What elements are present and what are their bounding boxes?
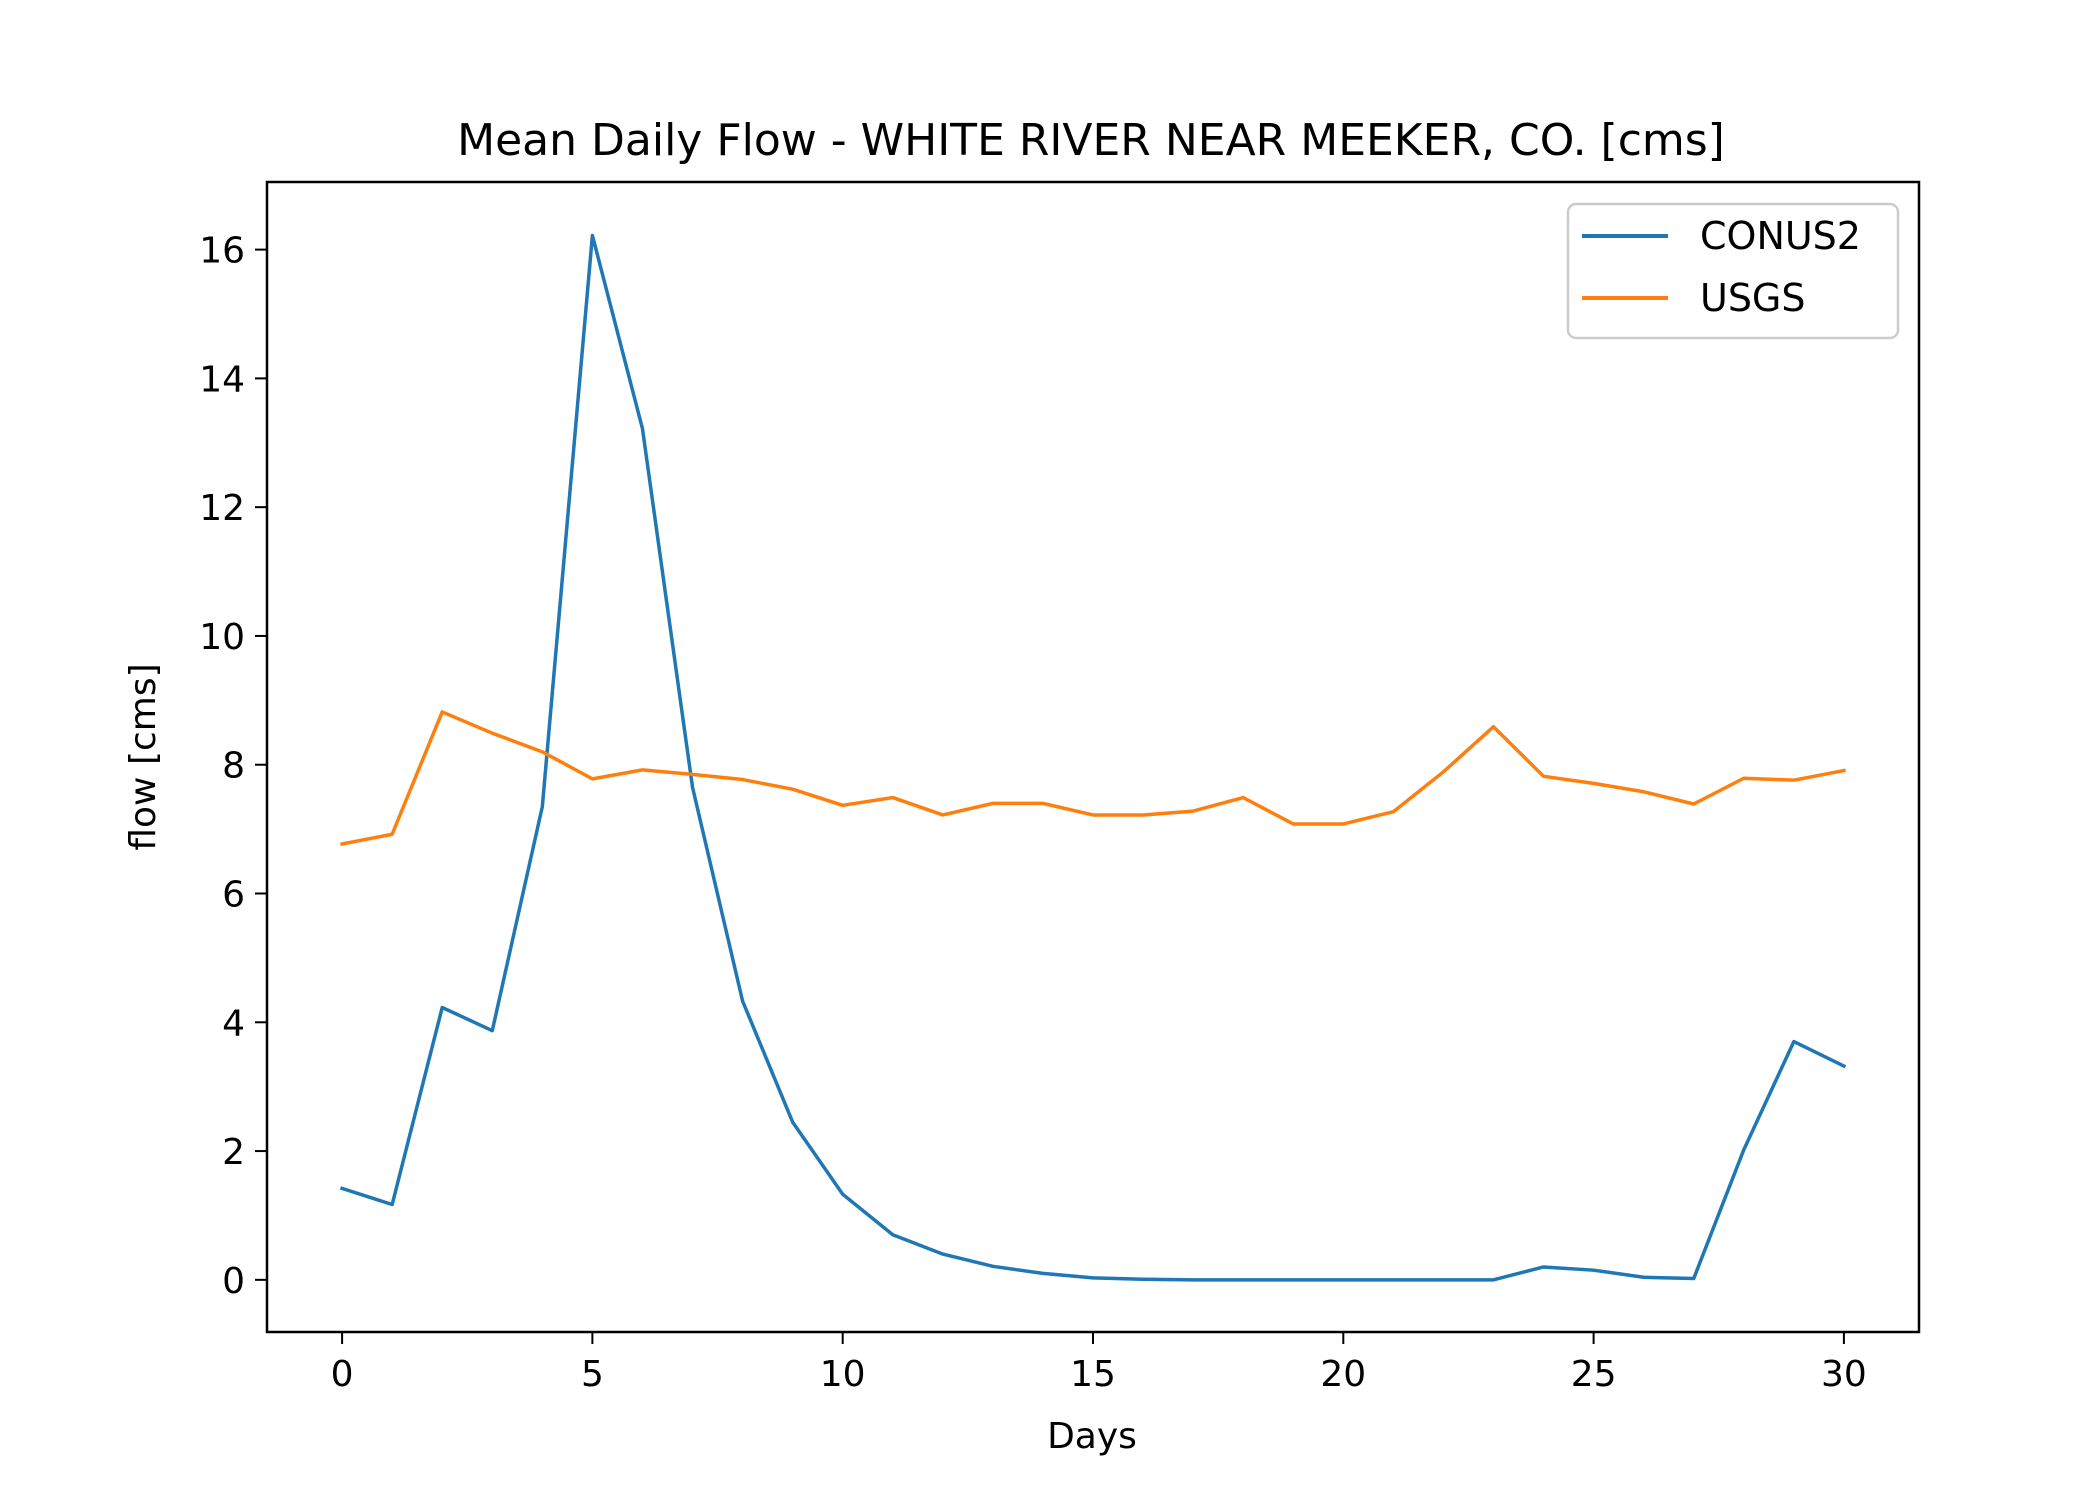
- data-point-usgs: [1792, 778, 1796, 782]
- data-point-conus2: [1742, 1148, 1745, 1151]
- data-point-conus2: [441, 1006, 444, 1009]
- data-point-usgs: [390, 833, 394, 836]
- legend-label-conus2: CONUS2: [1700, 214, 1861, 258]
- data-point-conus2: [641, 427, 644, 430]
- data-point-usgs: [1542, 775, 1545, 778]
- data-point-usgs: [491, 731, 494, 735]
- chart-title: Mean Daily Flow - WHITE RIVER NEAR MEEKE…: [457, 115, 1725, 166]
- data-point-usgs: [1292, 822, 1295, 826]
- y-tick-label: 14: [199, 359, 245, 400]
- y-axis: 0 2 4 6 8 10 12 14 16: [199, 231, 267, 1302]
- data-point-usgs: [691, 773, 694, 776]
- y-tick-label: 8: [222, 746, 245, 787]
- data-point-conus2: [340, 1187, 344, 1190]
- data-point-conus2: [491, 1029, 494, 1032]
- data-point-usgs: [991, 802, 995, 805]
- y-tick-label: 12: [199, 488, 245, 529]
- data-point-usgs: [441, 710, 444, 714]
- data-point-conus2: [1592, 1268, 1595, 1272]
- y-tick-label: 10: [199, 617, 245, 658]
- data-point-conus2: [891, 1233, 894, 1236]
- data-point-conus2: [841, 1193, 844, 1196]
- data-point-usgs: [1742, 777, 1745, 780]
- data-point-conus2: [541, 805, 544, 808]
- data-point-usgs: [1342, 822, 1345, 826]
- data-point-usgs: [641, 768, 644, 772]
- x-tick-label: 0: [331, 1354, 354, 1395]
- data-point-conus2: [1241, 1278, 1245, 1282]
- series-line-usgs: [340, 710, 1846, 846]
- data-point-conus2: [1392, 1278, 1395, 1282]
- data-point-usgs: [741, 778, 744, 781]
- y-tick-label: 16: [199, 231, 245, 272]
- data-point-usgs: [1492, 725, 1495, 728]
- data-point-usgs: [941, 813, 945, 817]
- data-point-conus2: [791, 1120, 794, 1124]
- y-axis-label: flow [cms]: [123, 663, 164, 850]
- data-point-conus2: [941, 1252, 945, 1256]
- data-point-conus2: [1492, 1278, 1495, 1282]
- data-point-usgs: [1141, 813, 1145, 817]
- data-point-usgs: [1642, 790, 1645, 793]
- data-point-usgs: [791, 787, 794, 791]
- data-point-conus2: [1342, 1278, 1345, 1282]
- data-point-usgs: [340, 842, 344, 846]
- legend: CONUS2 USGS: [1566, 202, 1900, 340]
- data-point-conus2: [691, 786, 694, 789]
- legend-label-usgs: USGS: [1700, 276, 1806, 320]
- x-tick-label: 10: [820, 1354, 866, 1395]
- data-point-conus2: [1141, 1278, 1145, 1281]
- x-axis-label: Days: [1047, 1416, 1137, 1457]
- data-point-conus2: [1542, 1265, 1545, 1269]
- series-line-conus2: [339, 233, 1847, 1282]
- x-tick-label: 25: [1571, 1354, 1617, 1395]
- data-point-conus2: [1642, 1276, 1645, 1279]
- data-point-usgs: [1241, 796, 1245, 799]
- data-point-usgs: [1191, 809, 1195, 813]
- data-point-usgs: [541, 750, 544, 754]
- y-tick-label: 6: [222, 875, 245, 916]
- axes-frame: [265, 180, 1921, 1334]
- data-point-conus2: [1292, 1278, 1295, 1282]
- x-tick-label: 15: [1070, 1354, 1116, 1395]
- data-point-usgs: [1392, 810, 1395, 813]
- data-point-conus2: [591, 234, 594, 237]
- data-point-conus2: [1191, 1278, 1195, 1282]
- data-point-usgs: [1842, 769, 1846, 772]
- data-point-usgs: [841, 804, 844, 807]
- data-point-conus2: [1692, 1277, 1695, 1280]
- data-point-usgs: [1592, 782, 1595, 785]
- data-point-usgs: [1692, 802, 1695, 806]
- data-point-usgs: [1041, 802, 1045, 805]
- x-tick-label: 30: [1821, 1354, 1867, 1395]
- data-point-conus2: [390, 1203, 394, 1206]
- data-point-conus2: [1792, 1040, 1796, 1043]
- x-axis: 0 5 10 15 20 25 30: [331, 1332, 1867, 1395]
- data-point-conus2: [1041, 1272, 1045, 1275]
- data-point-conus2: [1842, 1064, 1846, 1068]
- data-point-conus2: [1091, 1276, 1095, 1280]
- data-point-usgs: [1091, 813, 1095, 817]
- x-tick-label: 5: [581, 1354, 604, 1395]
- data-point-conus2: [991, 1265, 995, 1268]
- data-point-usgs: [591, 777, 594, 781]
- plot-area: [339, 233, 1847, 1282]
- x-tick-label: 20: [1320, 1354, 1366, 1395]
- data-point-usgs: [1442, 770, 1445, 774]
- y-tick-label: 2: [222, 1132, 245, 1173]
- data-point-conus2: [1442, 1278, 1445, 1282]
- y-tick-label: 0: [222, 1261, 245, 1302]
- data-point-conus2: [741, 999, 744, 1003]
- data-point-usgs: [891, 796, 894, 799]
- y-tick-label: 4: [222, 1003, 245, 1044]
